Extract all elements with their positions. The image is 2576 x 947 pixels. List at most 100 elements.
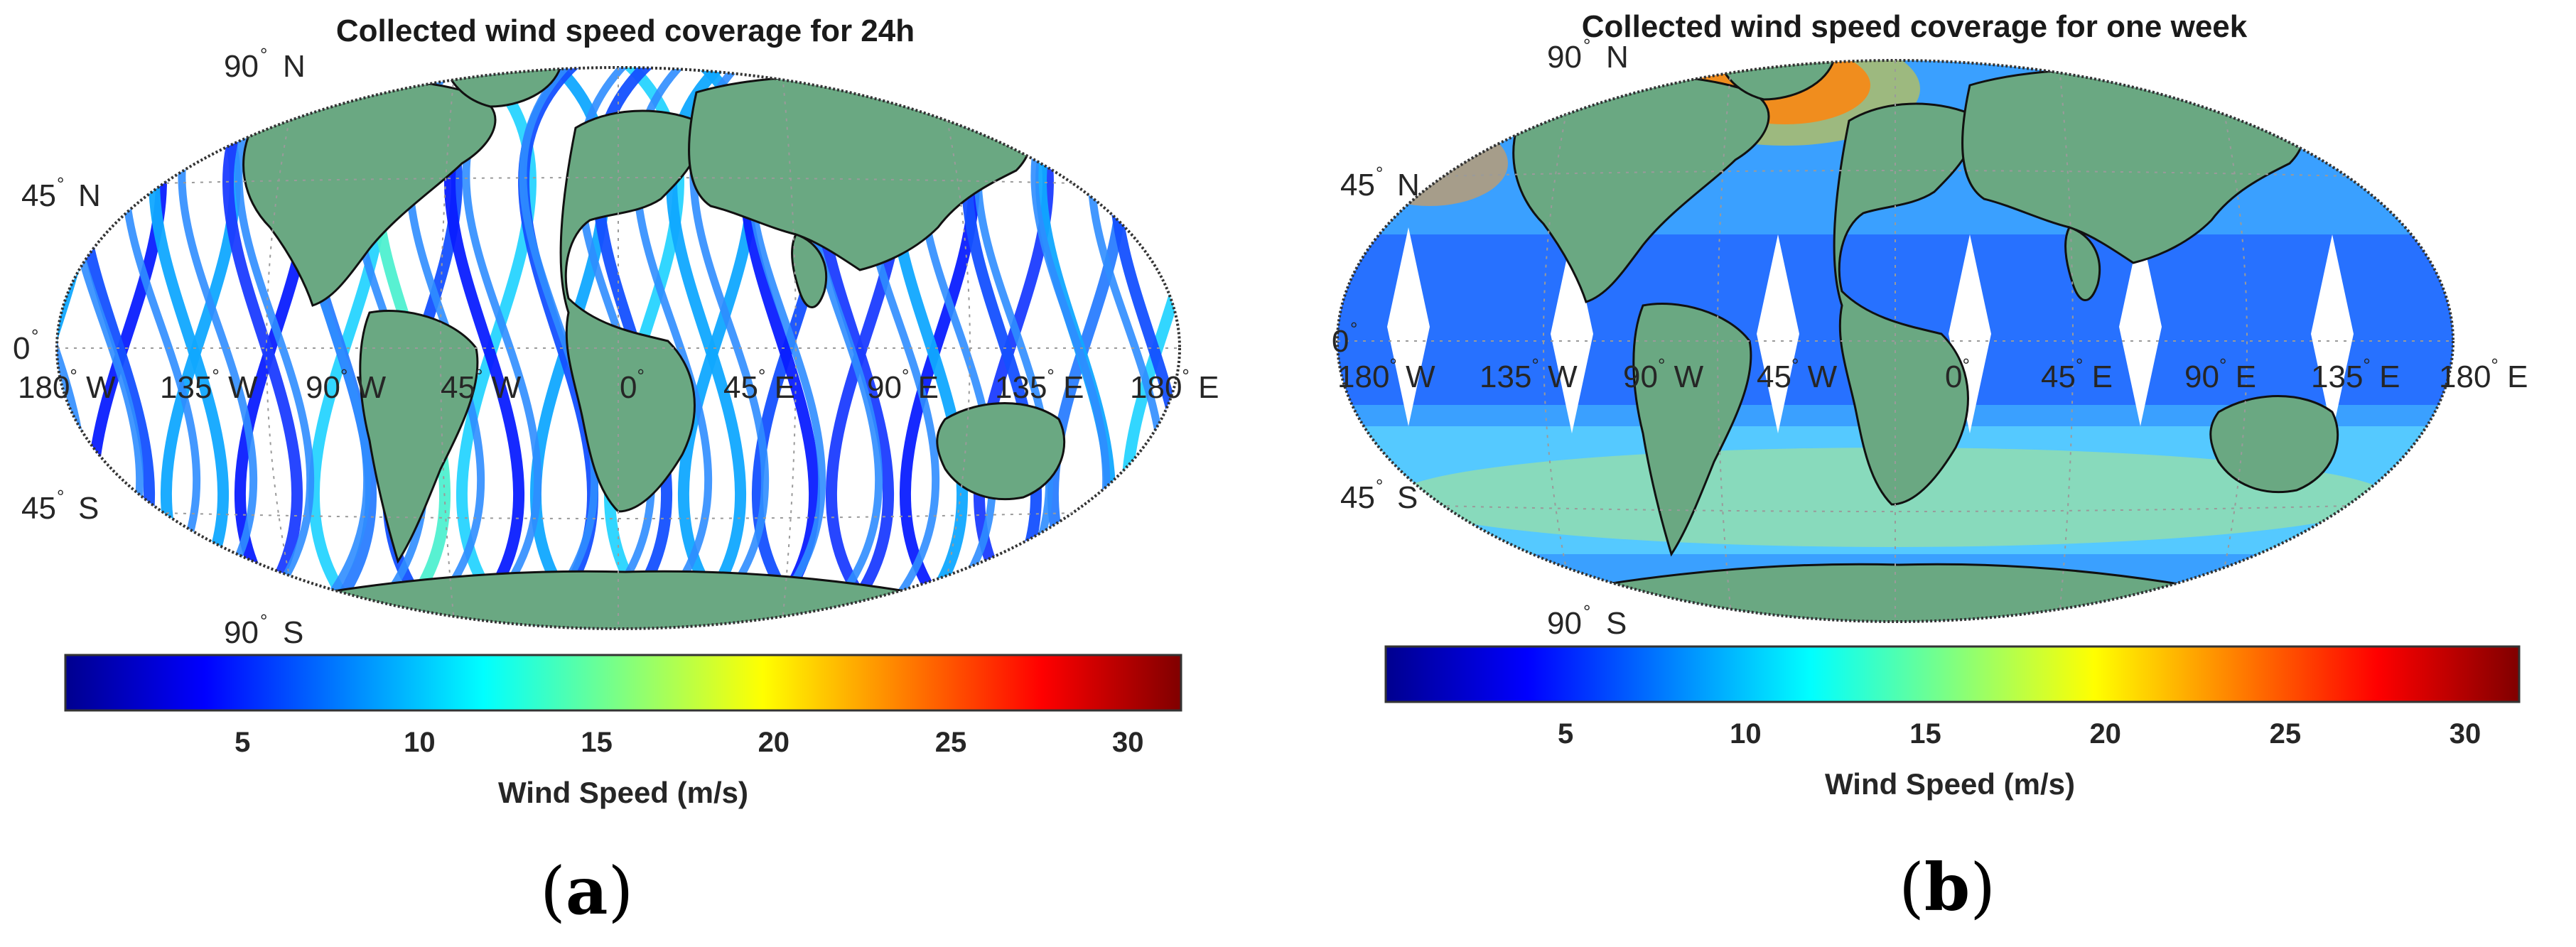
- panel-b: Collected wind speed coverage for one we…: [1288, 0, 2575, 947]
- graticule: [1337, 60, 2453, 622]
- lat-label-0: 0 °: [1332, 318, 1357, 359]
- lat-label-90s: 90 ° S: [1547, 601, 1627, 641]
- wind-field: [1337, 60, 2453, 622]
- lon-label-0: 0°: [1945, 355, 1970, 394]
- map-title: Collected wind speed coverage for one we…: [1582, 9, 2248, 44]
- svg-text:90: 90: [1547, 606, 1582, 641]
- lat-label-45s: 45 ° S: [1340, 475, 1418, 515]
- colorbar-tick-label: 30: [1112, 727, 1144, 758]
- svg-text:45: 45: [1340, 168, 1375, 202]
- latitude-labels: 90 ° N 45 ° N 0 ° 45 ° S 90 ° S: [1332, 35, 1629, 641]
- svg-text:°: °: [260, 44, 267, 65]
- map-disk: [1336, 59, 2454, 623]
- greenland-land: [1713, 60, 1836, 101]
- svg-text:°: °: [1376, 475, 1383, 497]
- map-title: Collected wind speed coverage for 24h: [336, 13, 915, 48]
- svg-text:N: N: [283, 49, 306, 84]
- longitude-labels: 180° W 135° W 90° W 45° W 0° 45° E 90° E…: [1337, 355, 2528, 394]
- svg-text:S: S: [1606, 606, 1627, 641]
- swath-track: [456, 67, 537, 629]
- europe-africa-land: [1833, 102, 1975, 506]
- colorbar-tick-label: 25: [2270, 718, 2302, 750]
- wind-swaths: [57, 57, 1270, 639]
- south-america-land: [1632, 303, 1752, 557]
- svg-text:90: 90: [224, 615, 259, 650]
- map-disk: [55, 57, 1270, 639]
- lon-label-180w: 180° W: [18, 365, 116, 405]
- svg-text:N: N: [1397, 168, 1420, 202]
- colorbar-tick-label: 15: [581, 727, 613, 758]
- swath-track: [1189, 57, 1258, 639]
- colorbar-ticks: 5 10 15 20 25 30: [1558, 718, 2481, 750]
- lon-label-90e: 90° E: [2184, 355, 2256, 394]
- lon-label-135w: 135° W: [1480, 355, 1578, 394]
- north-pacific-high-wind: [2304, 85, 2432, 171]
- lat-label-45n: 45 ° N: [21, 173, 101, 213]
- lon-label-90w: 90° W: [306, 365, 387, 405]
- map-figure-b: Collected wind speed coverage for one we…: [1332, 9, 2528, 801]
- colorbar-tick-label: 5: [235, 727, 250, 758]
- panel-caption: (b): [1899, 849, 1996, 926]
- lon-label-180e: 180° E: [2439, 355, 2528, 394]
- colorbar-tick-label: 20: [758, 727, 790, 758]
- svg-text:90: 90: [224, 49, 259, 84]
- lon-label-180e: 180° E: [1130, 365, 1219, 405]
- lon-label-45w: 45° W: [1757, 355, 1838, 394]
- colorbar-tick-label: 10: [1730, 718, 1762, 750]
- lon-label-135e: 135° E: [995, 365, 1084, 405]
- svg-text:°: °: [57, 486, 64, 507]
- colorbar-ticks: 5 10 15 20 25 30: [235, 727, 1143, 758]
- lon-label-0: 0°: [620, 365, 645, 405]
- lat-label-90n: 90 ° N: [1547, 35, 1629, 75]
- india-land: [791, 233, 828, 308]
- colorbar-gradient: [64, 654, 1182, 712]
- lon-label-45e: 45° E: [723, 365, 795, 405]
- south-america-land: [359, 310, 479, 564]
- colorbar: 5 10 15 20 25 30 Wind Speed (m/s): [1384, 645, 2521, 801]
- lon-label-45e: 45° E: [2041, 355, 2113, 394]
- land-masses: [1470, 60, 2339, 622]
- coverage-gap: [1757, 234, 1799, 433]
- svg-text:S: S: [1397, 480, 1418, 515]
- swath-track: [1201, 57, 1270, 639]
- latitude-labels: 90 ° N 45 ° N 0 ° 45 ° S 90 ° S: [13, 44, 306, 650]
- graticule: [57, 67, 1180, 629]
- colorbar-tick-label: 5: [1558, 718, 1573, 750]
- india-land: [2064, 226, 2101, 301]
- lon-label-90e: 90° E: [867, 365, 939, 405]
- lon-label-135w: 135° W: [160, 365, 258, 405]
- colorbar-tick-label: 20: [2089, 718, 2121, 750]
- colorbar-label: Wind Speed (m/s): [498, 776, 748, 809]
- colorbar-tick-label: 30: [2450, 718, 2481, 750]
- panel-a: Collected wind speed coverage for 24h: [13, 13, 1270, 929]
- svg-text:°: °: [1583, 601, 1590, 622]
- svg-text:S: S: [283, 615, 303, 650]
- coverage-gap: [1387, 227, 1430, 426]
- svg-text:45: 45: [21, 491, 56, 526]
- svg-text:°: °: [1350, 318, 1357, 340]
- colorbar-tick-label: 15: [1909, 718, 1941, 750]
- svg-text:45: 45: [21, 178, 56, 213]
- svg-text:0: 0: [1332, 324, 1349, 359]
- svg-text:N: N: [78, 178, 101, 213]
- greenland-land: [439, 67, 563, 108]
- svg-text:0: 0: [13, 331, 30, 366]
- lat-label-45s: 45 ° S: [21, 486, 99, 526]
- svg-text:°: °: [1583, 35, 1590, 56]
- lat-label-45n: 45 ° N: [1340, 163, 1420, 202]
- svg-text:45: 45: [1340, 480, 1375, 515]
- australia-land: [2209, 395, 2339, 494]
- coverage-gap: [2119, 227, 2162, 426]
- lon-label-45w: 45° W: [441, 365, 522, 405]
- colorbar-gradient: [1384, 645, 2521, 703]
- svg-text:°: °: [260, 610, 267, 632]
- colorbar-tick-label: 25: [935, 727, 967, 758]
- swath-track: [235, 67, 315, 629]
- colorbar-tick-label: 10: [404, 727, 436, 758]
- svg-text:N: N: [1606, 40, 1629, 75]
- longitude-labels: 180° W 135° W 90° W 45° W 0° 45° E 90° E…: [18, 365, 1219, 405]
- colorbar: 5 10 15 20 25 30 Wind Speed (m/s): [64, 654, 1182, 809]
- svg-text:90: 90: [1547, 40, 1582, 75]
- lat-label-0: 0 °: [13, 325, 38, 366]
- lat-label-90n: 90 ° N: [224, 44, 306, 84]
